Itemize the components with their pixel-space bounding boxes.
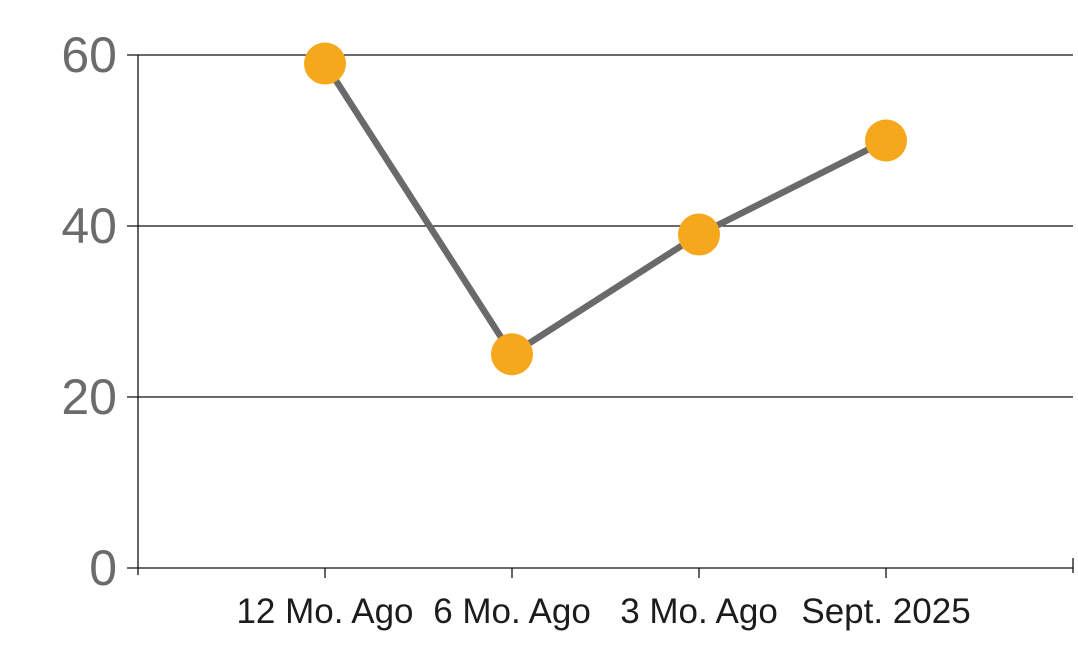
y-tick-label: 20 <box>61 369 117 425</box>
y-tick-label: 40 <box>61 198 117 254</box>
data-point <box>304 42 346 85</box>
x-tick-label: 3 Mo. Ago <box>620 592 778 631</box>
data-point <box>678 213 720 256</box>
data-point <box>491 333 533 376</box>
x-tick-label: 12 Mo. Ago <box>236 592 413 631</box>
x-tick-label: 6 Mo. Ago <box>433 592 591 631</box>
y-tick-label: 60 <box>61 27 117 83</box>
trend-line <box>322 61 888 358</box>
y-tick-label: 0 <box>89 540 117 596</box>
data-point <box>865 119 907 162</box>
x-tick-label: Sept. 2025 <box>801 592 970 631</box>
